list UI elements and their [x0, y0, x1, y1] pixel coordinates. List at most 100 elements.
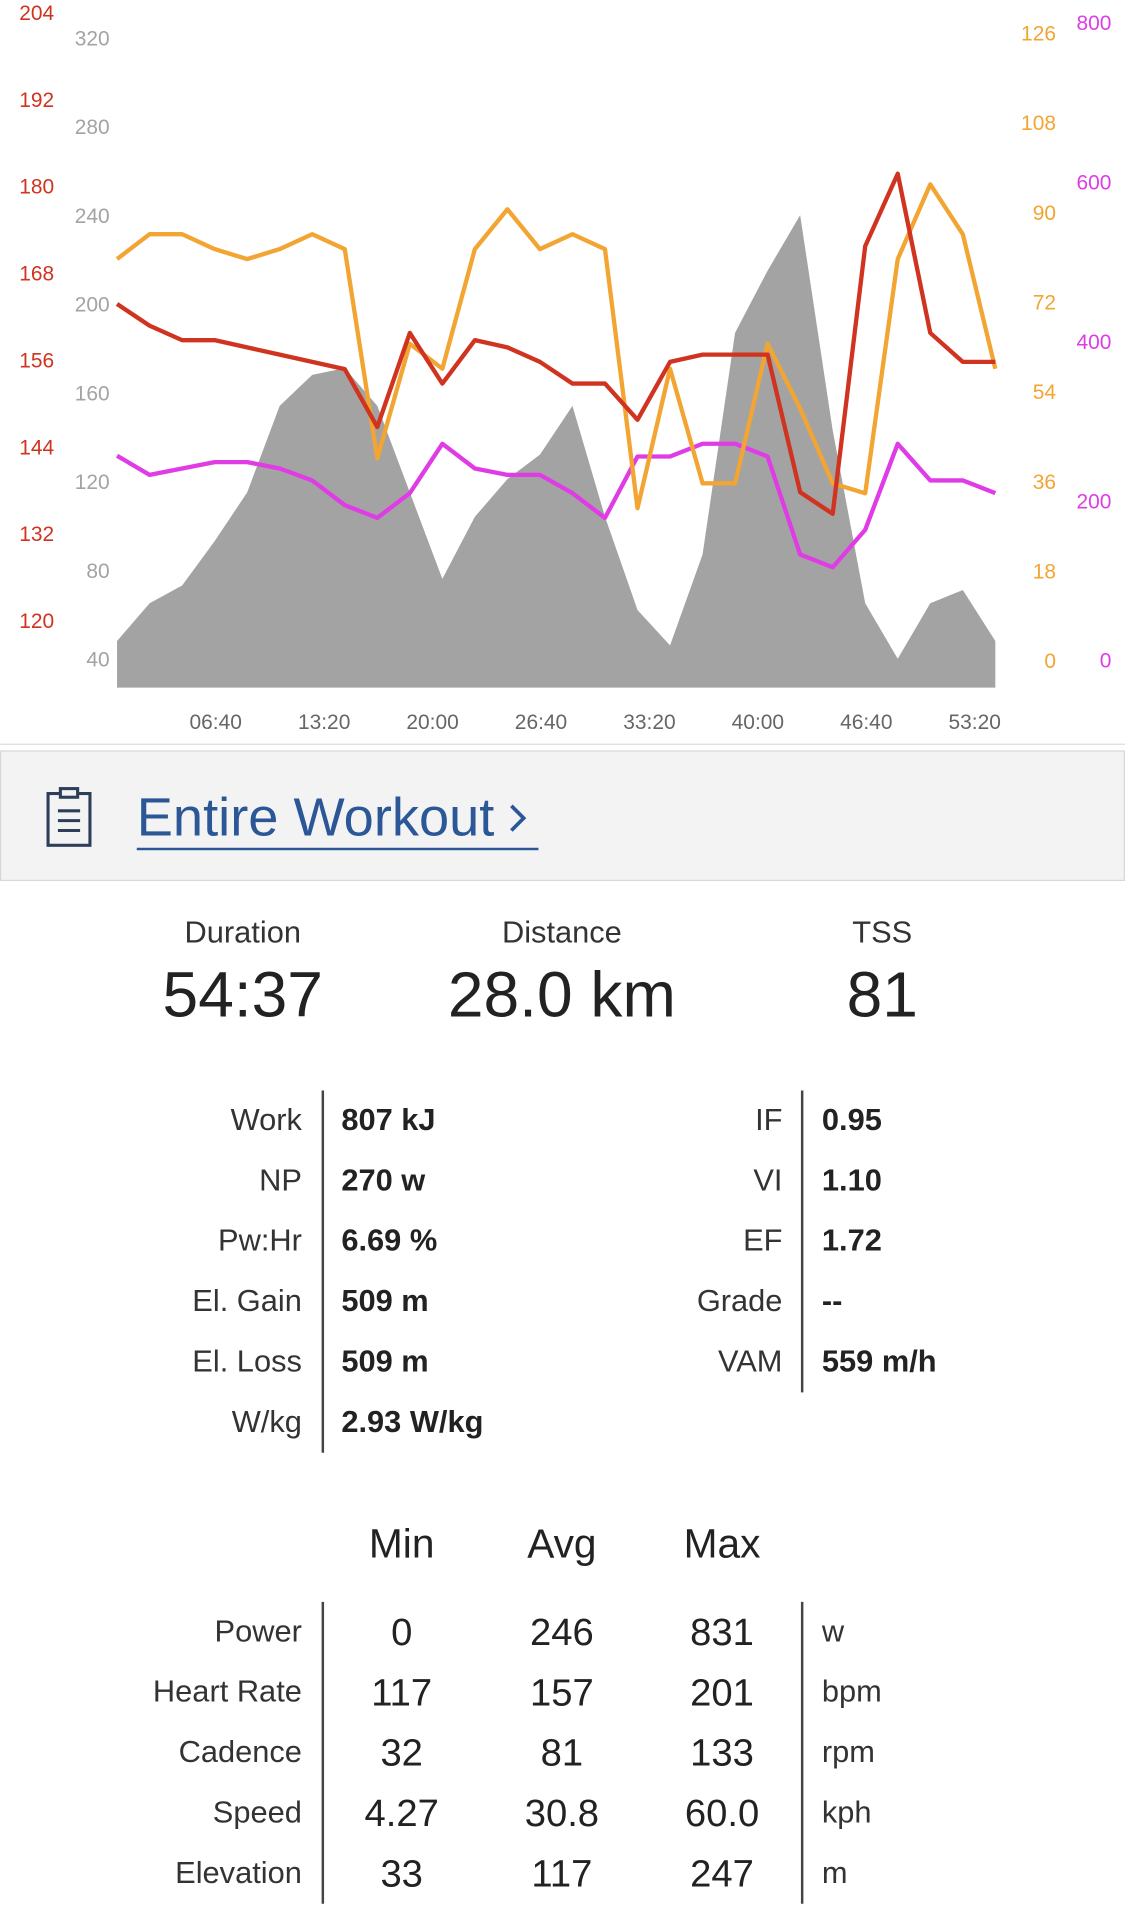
metric-value: 6.69 %	[341, 1223, 438, 1259]
stats-unit: bpm	[821, 1674, 882, 1710]
entire-workout-link[interactable]: Entire Workout	[136, 787, 539, 851]
metric-value: 270 w	[341, 1163, 426, 1198]
stats-value: 32	[380, 1731, 423, 1775]
metric-label: Work	[230, 1102, 302, 1138]
stats-value: 247	[690, 1851, 754, 1896]
metric-value: 0.95	[821, 1102, 882, 1138]
y2-tick-label: 132	[19, 523, 54, 546]
metric-value: --	[821, 1283, 843, 1319]
chart: 4080120160200240280320120132144156168180…	[0, 2, 1125, 745]
stats-value: 117	[371, 1670, 433, 1714]
stats-row-label: Elevation	[175, 1855, 302, 1891]
metric-divider	[321, 1090, 325, 1453]
metric-value: 1.72	[821, 1223, 882, 1259]
stats-value: 246	[530, 1610, 594, 1654]
summary-value: 28.0 km	[447, 959, 676, 1032]
x-tick-label: 46:40	[840, 711, 892, 734]
metric-label: Pw:Hr	[218, 1223, 302, 1259]
metric-label: EF	[743, 1223, 783, 1259]
stats-value: 4.27	[364, 1791, 439, 1835]
y-tick-label: 200	[75, 294, 110, 317]
stats-row-label: Cadence	[178, 1734, 302, 1770]
x-tick-label: 26:40	[515, 711, 567, 734]
stats-value: 117	[531, 1851, 593, 1896]
stats-divider	[800, 1601, 804, 1904]
metric-label: IF	[755, 1102, 783, 1138]
y4-tick-label: 200	[1077, 490, 1112, 513]
summary-label: TSS	[852, 915, 913, 951]
summary-value: 54:37	[162, 959, 323, 1032]
y-tick-label: 240	[75, 205, 110, 228]
y-tick-label: 40	[86, 648, 109, 671]
x-tick-label: 53:20	[949, 711, 1001, 734]
elevation-area	[117, 215, 996, 688]
stats-value: 0	[391, 1610, 413, 1654]
stats-unit: m	[821, 1855, 848, 1891]
y3-tick-label: 54	[1033, 381, 1057, 404]
y4-tick-label: 600	[1077, 172, 1112, 195]
stats-value: 201	[690, 1670, 754, 1714]
stats-value: 831	[690, 1610, 754, 1654]
stats-column-header: Max	[683, 1520, 761, 1567]
stats-value: 30.8	[524, 1791, 600, 1835]
y3-tick-label: 90	[1033, 202, 1056, 225]
stats-column-header: Avg	[527, 1520, 597, 1567]
y-tick-label: 320	[75, 27, 110, 50]
chevron[interactable]	[494, 800, 538, 837]
series-line	[115, 441, 997, 570]
y3-tick-label: 18	[1033, 561, 1056, 584]
stats-divider	[321, 1601, 325, 1904]
y2-tick-label: 204	[19, 2, 54, 25]
stats-unit: kph	[821, 1795, 872, 1830]
link-text[interactable]: Entire Workout	[136, 787, 495, 848]
x-tick-label: 40:00	[732, 711, 784, 734]
y3-tick-label: 126	[1021, 22, 1056, 45]
metric-value: 559 m/h	[821, 1344, 937, 1379]
y2-tick-label: 168	[19, 263, 54, 286]
metric-label: VI	[753, 1163, 783, 1198]
x-tick-label: 13:20	[298, 711, 350, 734]
summary-label: Distance	[501, 915, 622, 951]
metric-label: VAM	[717, 1344, 783, 1379]
y2-tick-label: 144	[19, 436, 54, 459]
clipboard-icon	[46, 787, 92, 847]
stats-unit: w	[821, 1614, 845, 1649]
y-tick-label: 280	[75, 116, 110, 139]
x-tick-label: 33:20	[623, 711, 675, 734]
summary-label: Duration	[184, 915, 301, 951]
y2-tick-label: 192	[19, 89, 54, 112]
y2-tick-label: 120	[19, 610, 54, 633]
stats-value: 157	[530, 1670, 594, 1714]
metric-value: 1.10	[821, 1163, 882, 1198]
stats-value: 81	[540, 1731, 584, 1775]
y-tick-label: 160	[75, 382, 110, 405]
series-line	[115, 171, 996, 517]
x-tick-label: 06:40	[190, 711, 242, 734]
y3-tick-label: 72	[1033, 291, 1056, 314]
stats-row-label: Speed	[212, 1795, 302, 1830]
x-tick-label: 20:00	[406, 711, 458, 734]
summary-value: 81	[846, 959, 918, 1032]
y-tick-label: 120	[75, 471, 110, 494]
stats-unit: rpm	[821, 1734, 875, 1770]
y4-tick-label: 400	[1077, 331, 1112, 354]
stats-row-label: Heart Rate	[152, 1674, 302, 1710]
stats-row-label: Power	[214, 1614, 302, 1649]
y3-tick-label: 36	[1033, 471, 1056, 494]
stats-value: 60.0	[684, 1791, 760, 1835]
stats-value: 133	[690, 1731, 754, 1775]
metric-label: El. Gain	[192, 1283, 302, 1319]
y4-tick-label: 0	[1100, 650, 1112, 673]
y-tick-label: 80	[86, 560, 109, 583]
y3-tick-label: 108	[1021, 112, 1056, 135]
y2-tick-label: 156	[19, 349, 54, 372]
metric-label: El. Loss	[192, 1344, 302, 1379]
metric-value: 2.93 W/kg	[341, 1404, 484, 1440]
metric-value: 509 m	[341, 1344, 429, 1379]
metric-divider	[800, 1090, 804, 1393]
metric-value: 509 m	[341, 1283, 429, 1319]
series-line	[115, 182, 998, 511]
metric-label: Grade	[696, 1283, 783, 1319]
y4-tick-label: 800	[1077, 12, 1112, 35]
